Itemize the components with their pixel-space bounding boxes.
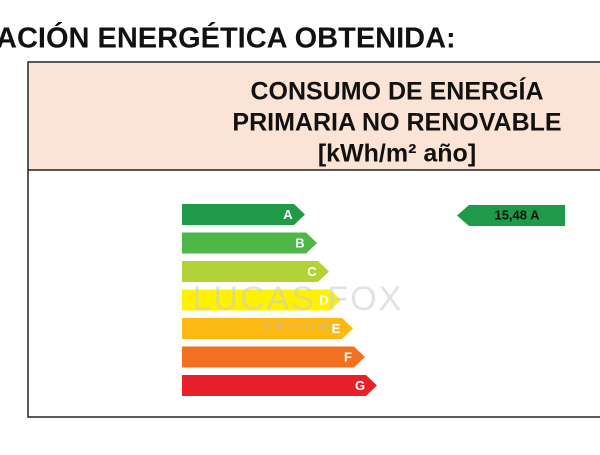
panel-header <box>29 63 600 170</box>
rating-label: 15,48 A <box>494 207 540 222</box>
class-letter: D <box>319 292 328 307</box>
class-bar <box>182 346 365 368</box>
watermark-tagline: A Dils company <box>264 321 333 332</box>
class-bar <box>182 375 377 396</box>
heading-line: PRIMARIA NO RENOVABLE <box>232 109 561 137</box>
class-bar <box>182 289 341 311</box>
class-letter: G <box>355 378 365 393</box>
class-letter: A <box>283 207 293 222</box>
rating-arrow <box>457 205 565 226</box>
class-bar <box>182 232 317 254</box>
heading-line: [kWh/m² año] <box>318 140 476 168</box>
class-letter: F <box>344 349 352 364</box>
class-letter: C <box>307 264 317 279</box>
class-letter: E <box>332 321 341 336</box>
watermark-brand: LUCAS FOX <box>193 280 404 318</box>
section-title: ACIÓN ENERGÉTICA OBTENIDA: <box>0 21 456 55</box>
class-letter: B <box>295 235 304 250</box>
class-bar <box>182 261 329 282</box>
class-bar <box>182 204 305 225</box>
heading-line: CONSUMO DE ENERGÍA <box>250 77 543 106</box>
class-bar <box>182 318 353 339</box>
